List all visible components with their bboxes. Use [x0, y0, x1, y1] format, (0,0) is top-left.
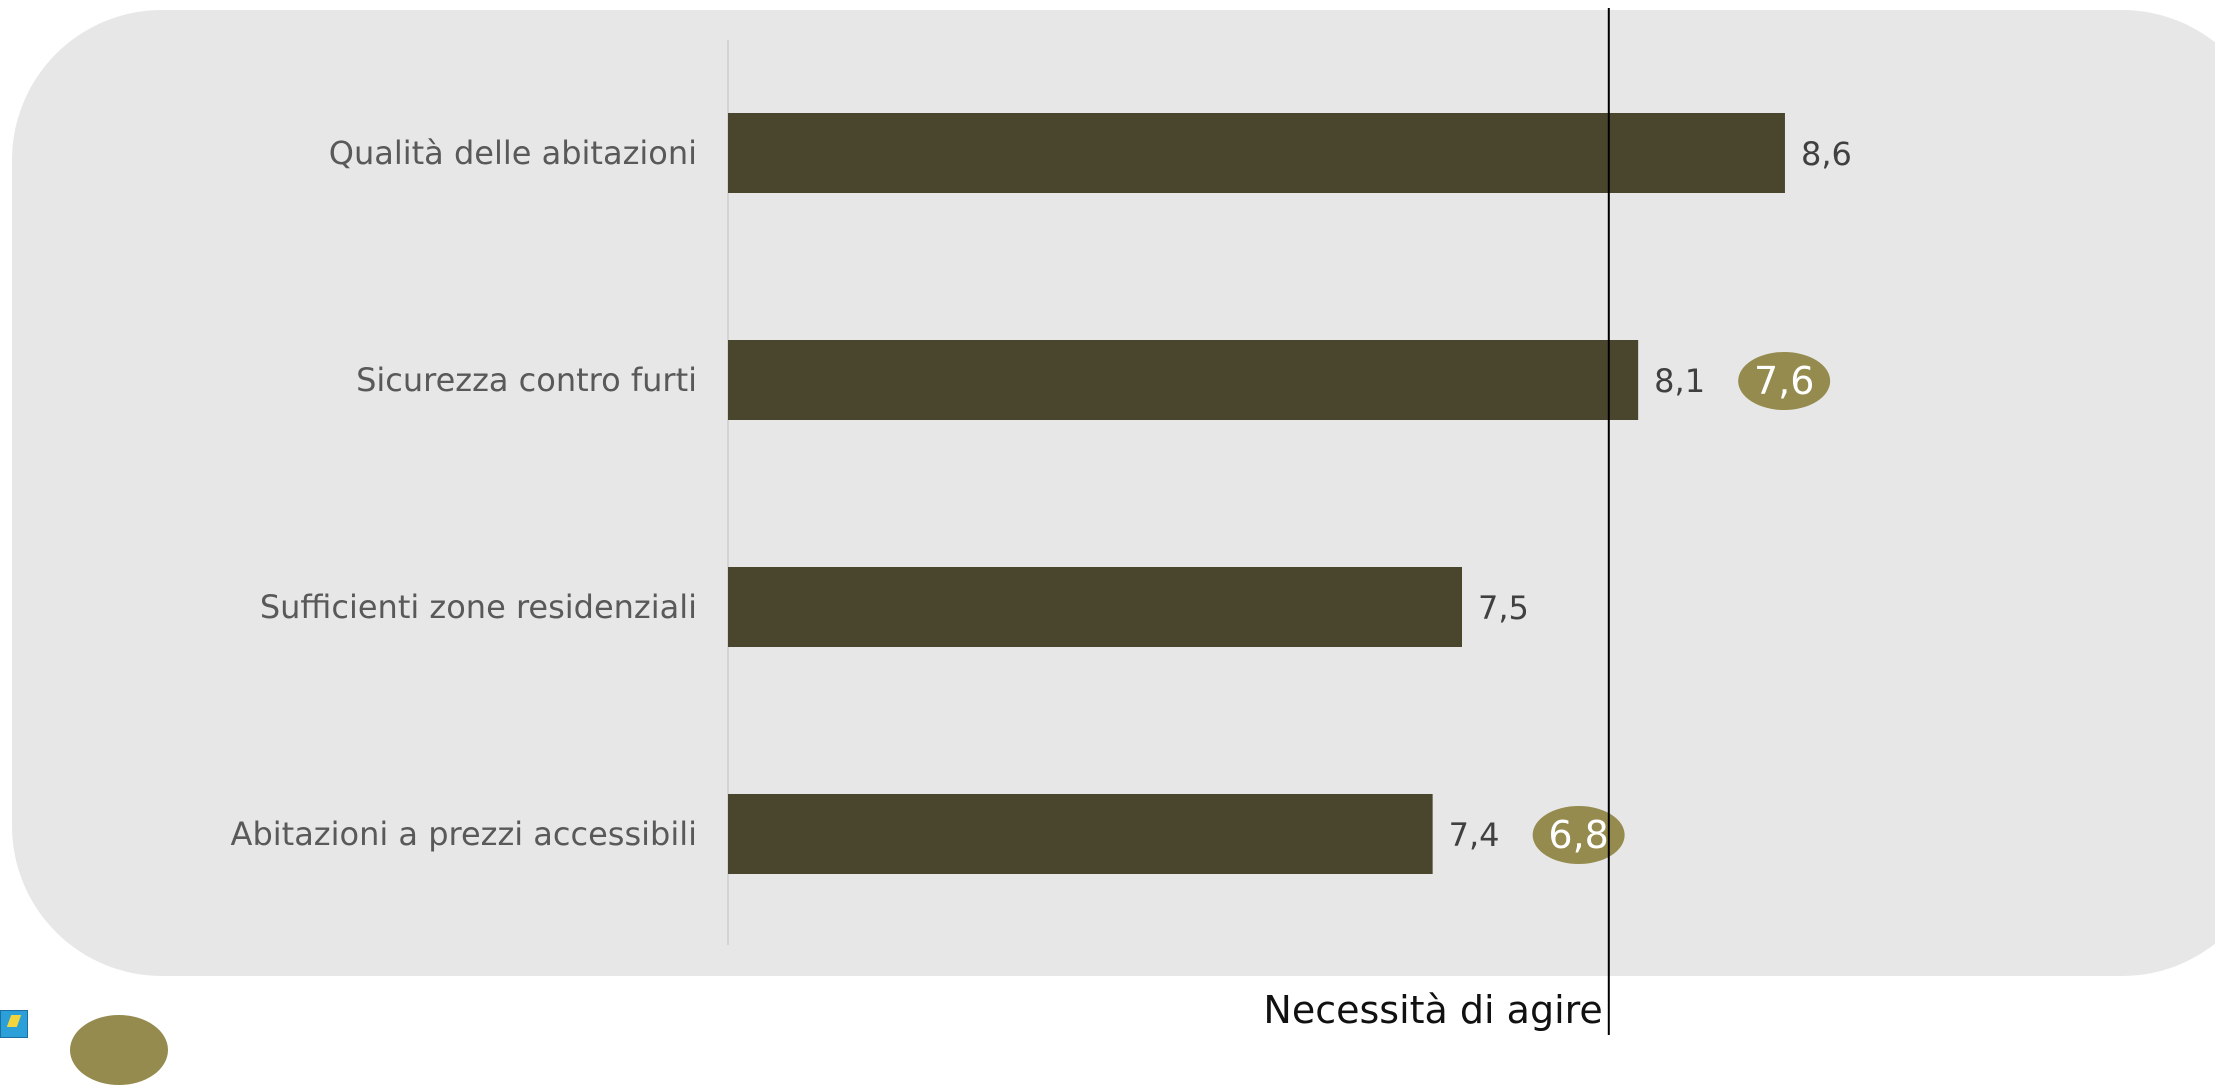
bar	[728, 340, 1638, 420]
comparison-value-label: 7,6	[1754, 359, 1814, 403]
reference-line-label: Necessità di agire	[1263, 988, 1602, 1032]
comparison-value-label: 6,8	[1548, 813, 1608, 857]
category-label: Abitazioni a prezzi accessibili	[231, 815, 697, 853]
chart: Qualità delle abitazioni 8,6 Sicurezza con…	[0, 0, 2215, 1035]
category-label: Sufficienti zone residenziali	[260, 588, 697, 626]
category-label: Sicurezza contro furti	[356, 361, 697, 399]
bar	[728, 113, 1785, 193]
value-label: 7,4	[1449, 816, 1500, 854]
bar	[728, 794, 1433, 874]
logo-icon	[0, 1010, 28, 1038]
value-label: 8,6	[1801, 135, 1852, 173]
bar	[728, 567, 1462, 647]
value-label: 7,5	[1478, 589, 1529, 627]
category-label: Qualità delle abitazioni	[329, 134, 697, 172]
value-label: 8,1	[1654, 362, 1705, 400]
legend-bubble-icon	[70, 1015, 168, 1085]
